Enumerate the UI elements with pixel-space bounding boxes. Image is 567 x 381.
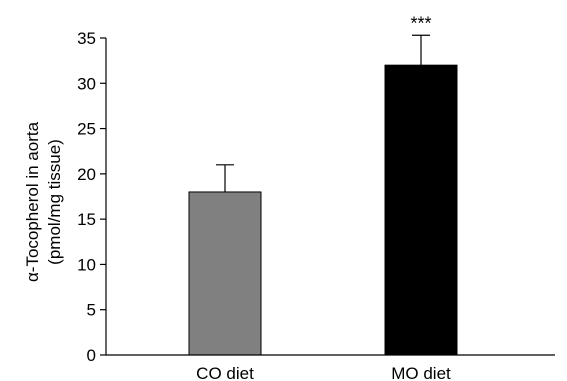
y-tick-label-25: 25 bbox=[77, 120, 96, 139]
significance-marker-2: *** bbox=[410, 13, 431, 33]
y-tick-label-35: 35 bbox=[77, 29, 96, 48]
y-tick-label-30: 30 bbox=[77, 74, 96, 93]
y-tick-label-0: 0 bbox=[87, 346, 96, 365]
x-category-label-1: CO diet bbox=[196, 364, 254, 381]
y-axis-title-line-1: α-Tocopherol in aorta bbox=[23, 121, 42, 282]
y-tick-label-5: 5 bbox=[87, 301, 96, 320]
bar-mo-diet bbox=[384, 64, 458, 356]
y-axis-title-line-2: (pmol/mg tissue) bbox=[45, 139, 64, 265]
y-tick-label-10: 10 bbox=[77, 255, 96, 274]
y-axis-ticks: 0 5 10 15 20 25 30 35 bbox=[77, 29, 106, 365]
y-tick-label-15: 15 bbox=[77, 210, 96, 229]
x-axis-labels: CO diet MO diet bbox=[196, 364, 451, 381]
x-category-label-2: MO diet bbox=[391, 364, 451, 381]
y-tick-label-20: 20 bbox=[77, 165, 96, 184]
bars: *** bbox=[188, 13, 458, 356]
bar-co-diet bbox=[188, 191, 262, 356]
